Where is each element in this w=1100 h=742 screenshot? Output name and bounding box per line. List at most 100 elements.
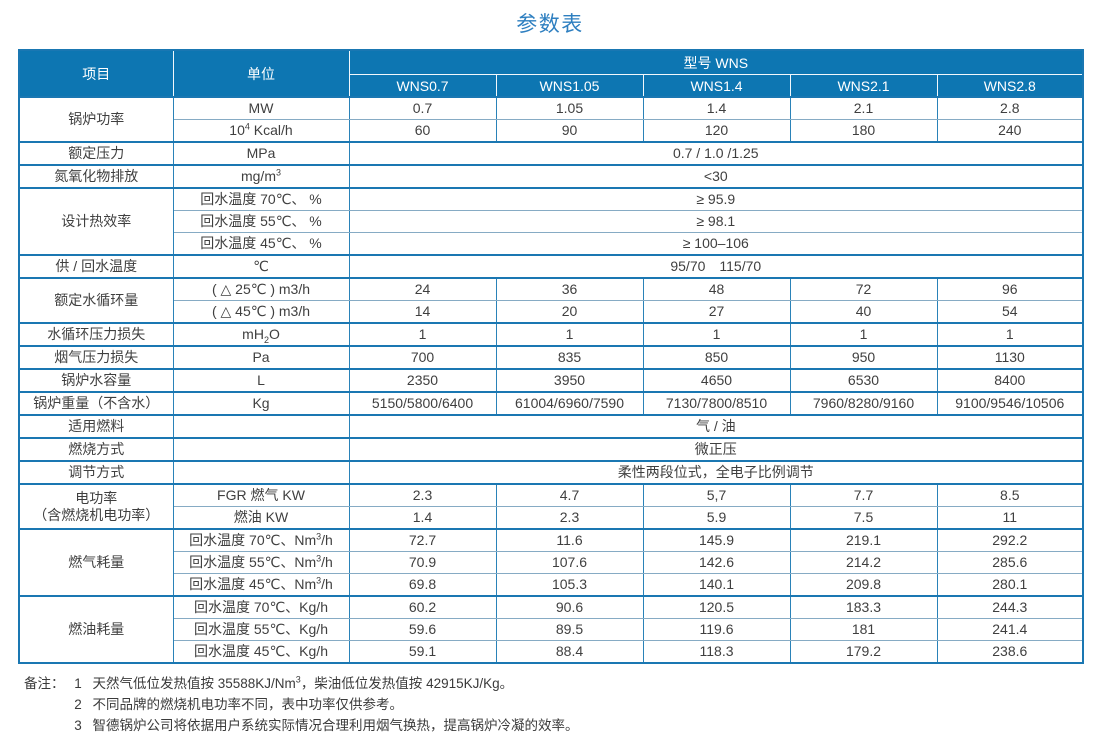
value-cell: 120 xyxy=(642,119,791,143)
unit-cell: mg/m3 xyxy=(172,164,350,189)
table-row: 额定压力 MPa 0.7 / 1.0 /1.25 xyxy=(18,141,1084,166)
value-cell: 142.6 xyxy=(642,551,791,574)
table-body: 锅炉功率 MW 0.7 1.05 1.4 2.1 2.8 104 Kcal/h 60 90 120 1… xyxy=(18,96,1084,664)
value-cell: 60 xyxy=(348,119,497,143)
item-label-cell: 锅炉功率 xyxy=(18,96,174,143)
value-cell: 90 xyxy=(495,119,644,143)
value-cell: 1130 xyxy=(936,345,1084,370)
merged-value-cell: 0.7 / 1.0 /1.25 xyxy=(348,141,1084,166)
value-cell: 2.3 xyxy=(495,506,644,530)
item-label-cell: 设计热效率 xyxy=(18,187,174,256)
table-row: 燃烧方式 微正压 xyxy=(18,437,1084,462)
value-cell: 241.4 xyxy=(936,618,1084,641)
note-2: 2 不同品牌的燃烧机电功率不同，表中功率仅供参考。 xyxy=(73,694,579,715)
value-cell: 219.1 xyxy=(789,528,938,552)
header-model-wns1-4: WNS1.4 xyxy=(642,74,791,98)
unit-cell: 回水温度 45℃、 % xyxy=(172,232,350,256)
value-cell: 183.3 xyxy=(789,595,938,619)
page-title: 参数表 xyxy=(516,13,584,36)
table-row: 调节方式 柔性两段位式，全电子比例调节 xyxy=(18,460,1084,485)
merged-value-cell: 气 / 油 xyxy=(348,414,1084,439)
table-row: 回水温度 45℃、Nm3/h 69.8 105.3 140.1 209.8 280.1 xyxy=(19,573,1084,597)
table-row: 电功率 （含燃烧机电功率） FGR 燃气 KW 2.3 4.7 5,7 7.7 8.5 xyxy=(18,483,1084,530)
notes-prefix: 备注： xyxy=(24,676,65,691)
header-model-wns2-1: WNS2.1 xyxy=(789,74,938,98)
value-cell: 1 xyxy=(495,322,644,347)
value-cell: 48 xyxy=(642,277,791,301)
note-number: 3 xyxy=(74,718,82,733)
unit-cell: 回水温度 55℃、Kg/h xyxy=(172,618,350,641)
value-cell: 105.3 xyxy=(495,573,644,597)
value-cell: 90.6 xyxy=(495,595,644,619)
table-row: 锅炉重量（不含水） Kg 5150/5800/6400 61004/6960/7590… xyxy=(18,391,1084,416)
value-cell: 1.05 xyxy=(495,96,644,120)
table-row: 适用燃料 气 / 油 xyxy=(18,414,1084,439)
unit-cell: Pa xyxy=(172,345,350,370)
unit-cell: 回水温度 55℃、 % xyxy=(172,210,350,233)
header-model-wns2-8: WNS2.8 xyxy=(936,74,1084,98)
table-row: 供 / 回水温度 ℃ 95/70 115/70 xyxy=(18,254,1084,279)
value-cell: 179.2 xyxy=(789,640,938,664)
value-cell: 72 xyxy=(789,277,938,301)
value-cell: 850 xyxy=(642,345,791,370)
table-row: 燃油耗量 回水温度 70℃、Kg/h 60.2 90.6 120.5 183.3 244.3 xyxy=(18,595,1084,664)
item-label-cell: 适用燃料 xyxy=(18,414,174,439)
value-cell: 145.9 xyxy=(642,528,791,552)
table-row: 水循环压力损失 mH2O 1 1 1 1 1 xyxy=(18,322,1084,347)
value-cell: 7.5 xyxy=(789,506,938,530)
value-cell: 70.9 xyxy=(348,551,497,574)
item-label-cell: 供 / 回水温度 xyxy=(18,254,174,279)
unit-cell xyxy=(172,460,350,485)
merged-value-cell: 微正压 xyxy=(348,437,1084,462)
merged-value-cell: ≥ 95.9 xyxy=(348,187,1084,211)
note-number: 1 xyxy=(74,676,82,691)
table-row: 锅炉功率 MW 0.7 1.05 1.4 2.1 2.8 xyxy=(18,96,1084,143)
value-cell: 96 xyxy=(936,277,1084,301)
item-label-cell: 锅炉水容量 xyxy=(18,368,174,393)
value-cell: 2350 xyxy=(348,368,497,393)
table-row: ( △ 45℃ ) m3/h 14 20 27 40 54 xyxy=(19,300,1084,324)
table-row: 回水温度 45℃、Kg/h 59.1 88.4 118.3 179.2 238.6 xyxy=(19,640,1084,664)
value-cell: 238.6 xyxy=(936,640,1084,664)
merged-value-cell: <30 xyxy=(348,164,1084,189)
unit-cell: ( △ 45℃ ) m3/h xyxy=(172,300,350,324)
item-label-cell: 锅炉重量（不含水） xyxy=(18,391,174,416)
unit-cell: 回水温度 45℃、Nm3/h xyxy=(172,573,350,597)
table-row: 104 Kcal/h 60 90 120 180 240 xyxy=(19,119,1084,143)
value-cell: 120.5 xyxy=(642,595,791,619)
value-cell: 59.1 xyxy=(348,640,497,664)
merged-value-cell: ≥ 98.1 xyxy=(348,210,1084,233)
table-row: 回水温度 55℃、Nm3/h 70.9 107.6 142.6 214.2 285.6 xyxy=(19,551,1084,574)
value-cell: 1 xyxy=(789,322,938,347)
value-cell: 835 xyxy=(495,345,644,370)
table-row: 氮氧化物排放 mg/m3 <30 xyxy=(18,164,1084,189)
value-cell: 240 xyxy=(936,119,1084,143)
unit-cell: MPa xyxy=(172,141,350,166)
value-cell: 244.3 xyxy=(936,595,1084,619)
value-cell: 89.5 xyxy=(495,618,644,641)
unit-cell xyxy=(172,437,350,462)
item-label-cell: 调节方式 xyxy=(18,460,174,485)
value-cell: 24 xyxy=(348,277,497,301)
unit-cell: L xyxy=(172,368,350,393)
item-label-cell: 电功率 （含燃烧机电功率） xyxy=(18,483,174,530)
unit-cell: 104 Kcal/h xyxy=(172,119,350,143)
value-cell: 1 xyxy=(348,322,497,347)
unit-cell: Kg xyxy=(172,391,350,416)
value-cell: 54 xyxy=(936,300,1084,324)
value-cell: 4.7 xyxy=(495,483,644,507)
notes-list: 1 天然气低位发热值按 35588KJ/Nm3，柴油低位发热值按 42915KJ… xyxy=(73,673,579,736)
value-cell: 181 xyxy=(789,618,938,641)
value-cell: 11 xyxy=(936,506,1084,530)
table-row: 回水温度 55℃、 % ≥ 98.1 xyxy=(19,210,1084,233)
value-cell: 14 xyxy=(348,300,497,324)
value-cell: 1.4 xyxy=(348,506,497,530)
table-row: 锅炉水容量 L 2350 3950 4650 6530 8400 xyxy=(18,368,1084,393)
value-cell: 69.8 xyxy=(348,573,497,597)
value-cell: 8400 xyxy=(936,368,1084,393)
value-cell: 292.2 xyxy=(936,528,1084,552)
parameter-table: 项目 单位 型号 WNS WNS0.7 WNS1.05 WNS1.4 WNS2.… xyxy=(18,49,1085,664)
unit-cell: 回水温度 55℃、Nm3/h xyxy=(172,551,350,574)
note-1: 1 天然气低位发热值按 35588KJ/Nm3，柴油低位发热值按 42915KJ… xyxy=(73,673,579,694)
